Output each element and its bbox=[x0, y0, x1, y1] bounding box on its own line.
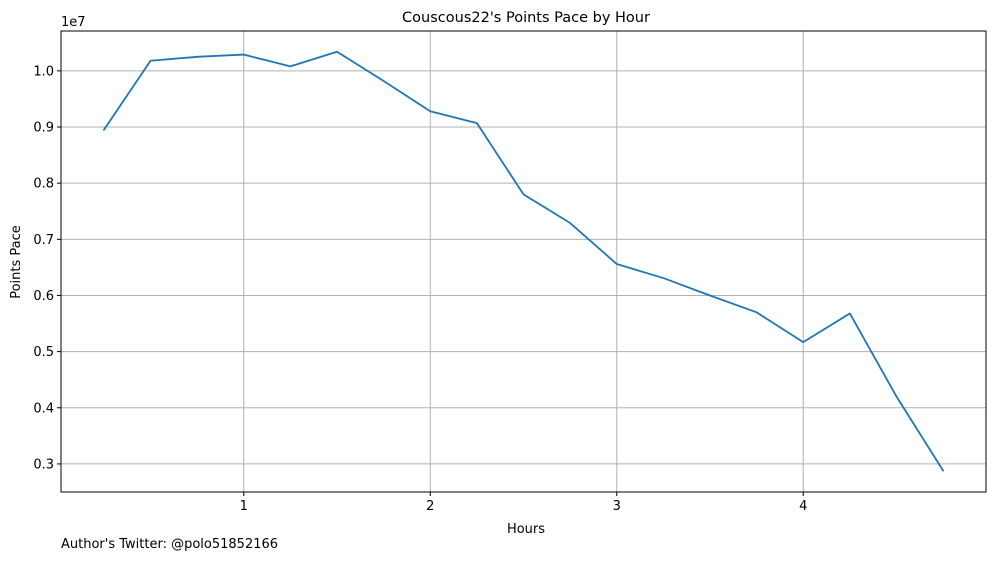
y-tick-label: 0.7 bbox=[33, 233, 54, 248]
y-tick-label: 0.9 bbox=[33, 121, 54, 136]
plot-frame bbox=[60, 30, 987, 493]
chart-title: Couscous22's Points Pace by Hour bbox=[402, 10, 650, 26]
grid bbox=[61, 31, 986, 492]
y-tick-label: 0.5 bbox=[33, 345, 54, 360]
x-axis-label: Hours bbox=[507, 522, 545, 537]
series-layer bbox=[102, 50, 945, 472]
x-tick-label: 3 bbox=[613, 499, 621, 514]
y-offset-label: 1e7 bbox=[61, 15, 86, 30]
x-axis: 1 2 3 4 bbox=[240, 492, 807, 514]
y-tick-label: 0.4 bbox=[33, 401, 54, 416]
y-tick-label: 0.6 bbox=[33, 289, 54, 304]
x-tick-label: 2 bbox=[426, 499, 434, 514]
author-footer: Author's Twitter: @polo51852166 bbox=[61, 537, 279, 552]
y-tick-label: 1.0 bbox=[33, 64, 54, 79]
y-tick-label: 0.8 bbox=[33, 177, 54, 192]
y-axis: 0.3 0.4 0.5 0.6 0.7 0.8 0.9 1.0 bbox=[33, 64, 61, 472]
y-tick-label: 0.3 bbox=[33, 457, 54, 472]
y-axis-label: Points Pace bbox=[9, 225, 24, 299]
x-tick-label: 1 bbox=[240, 499, 248, 514]
x-tick-label: 4 bbox=[799, 499, 807, 514]
